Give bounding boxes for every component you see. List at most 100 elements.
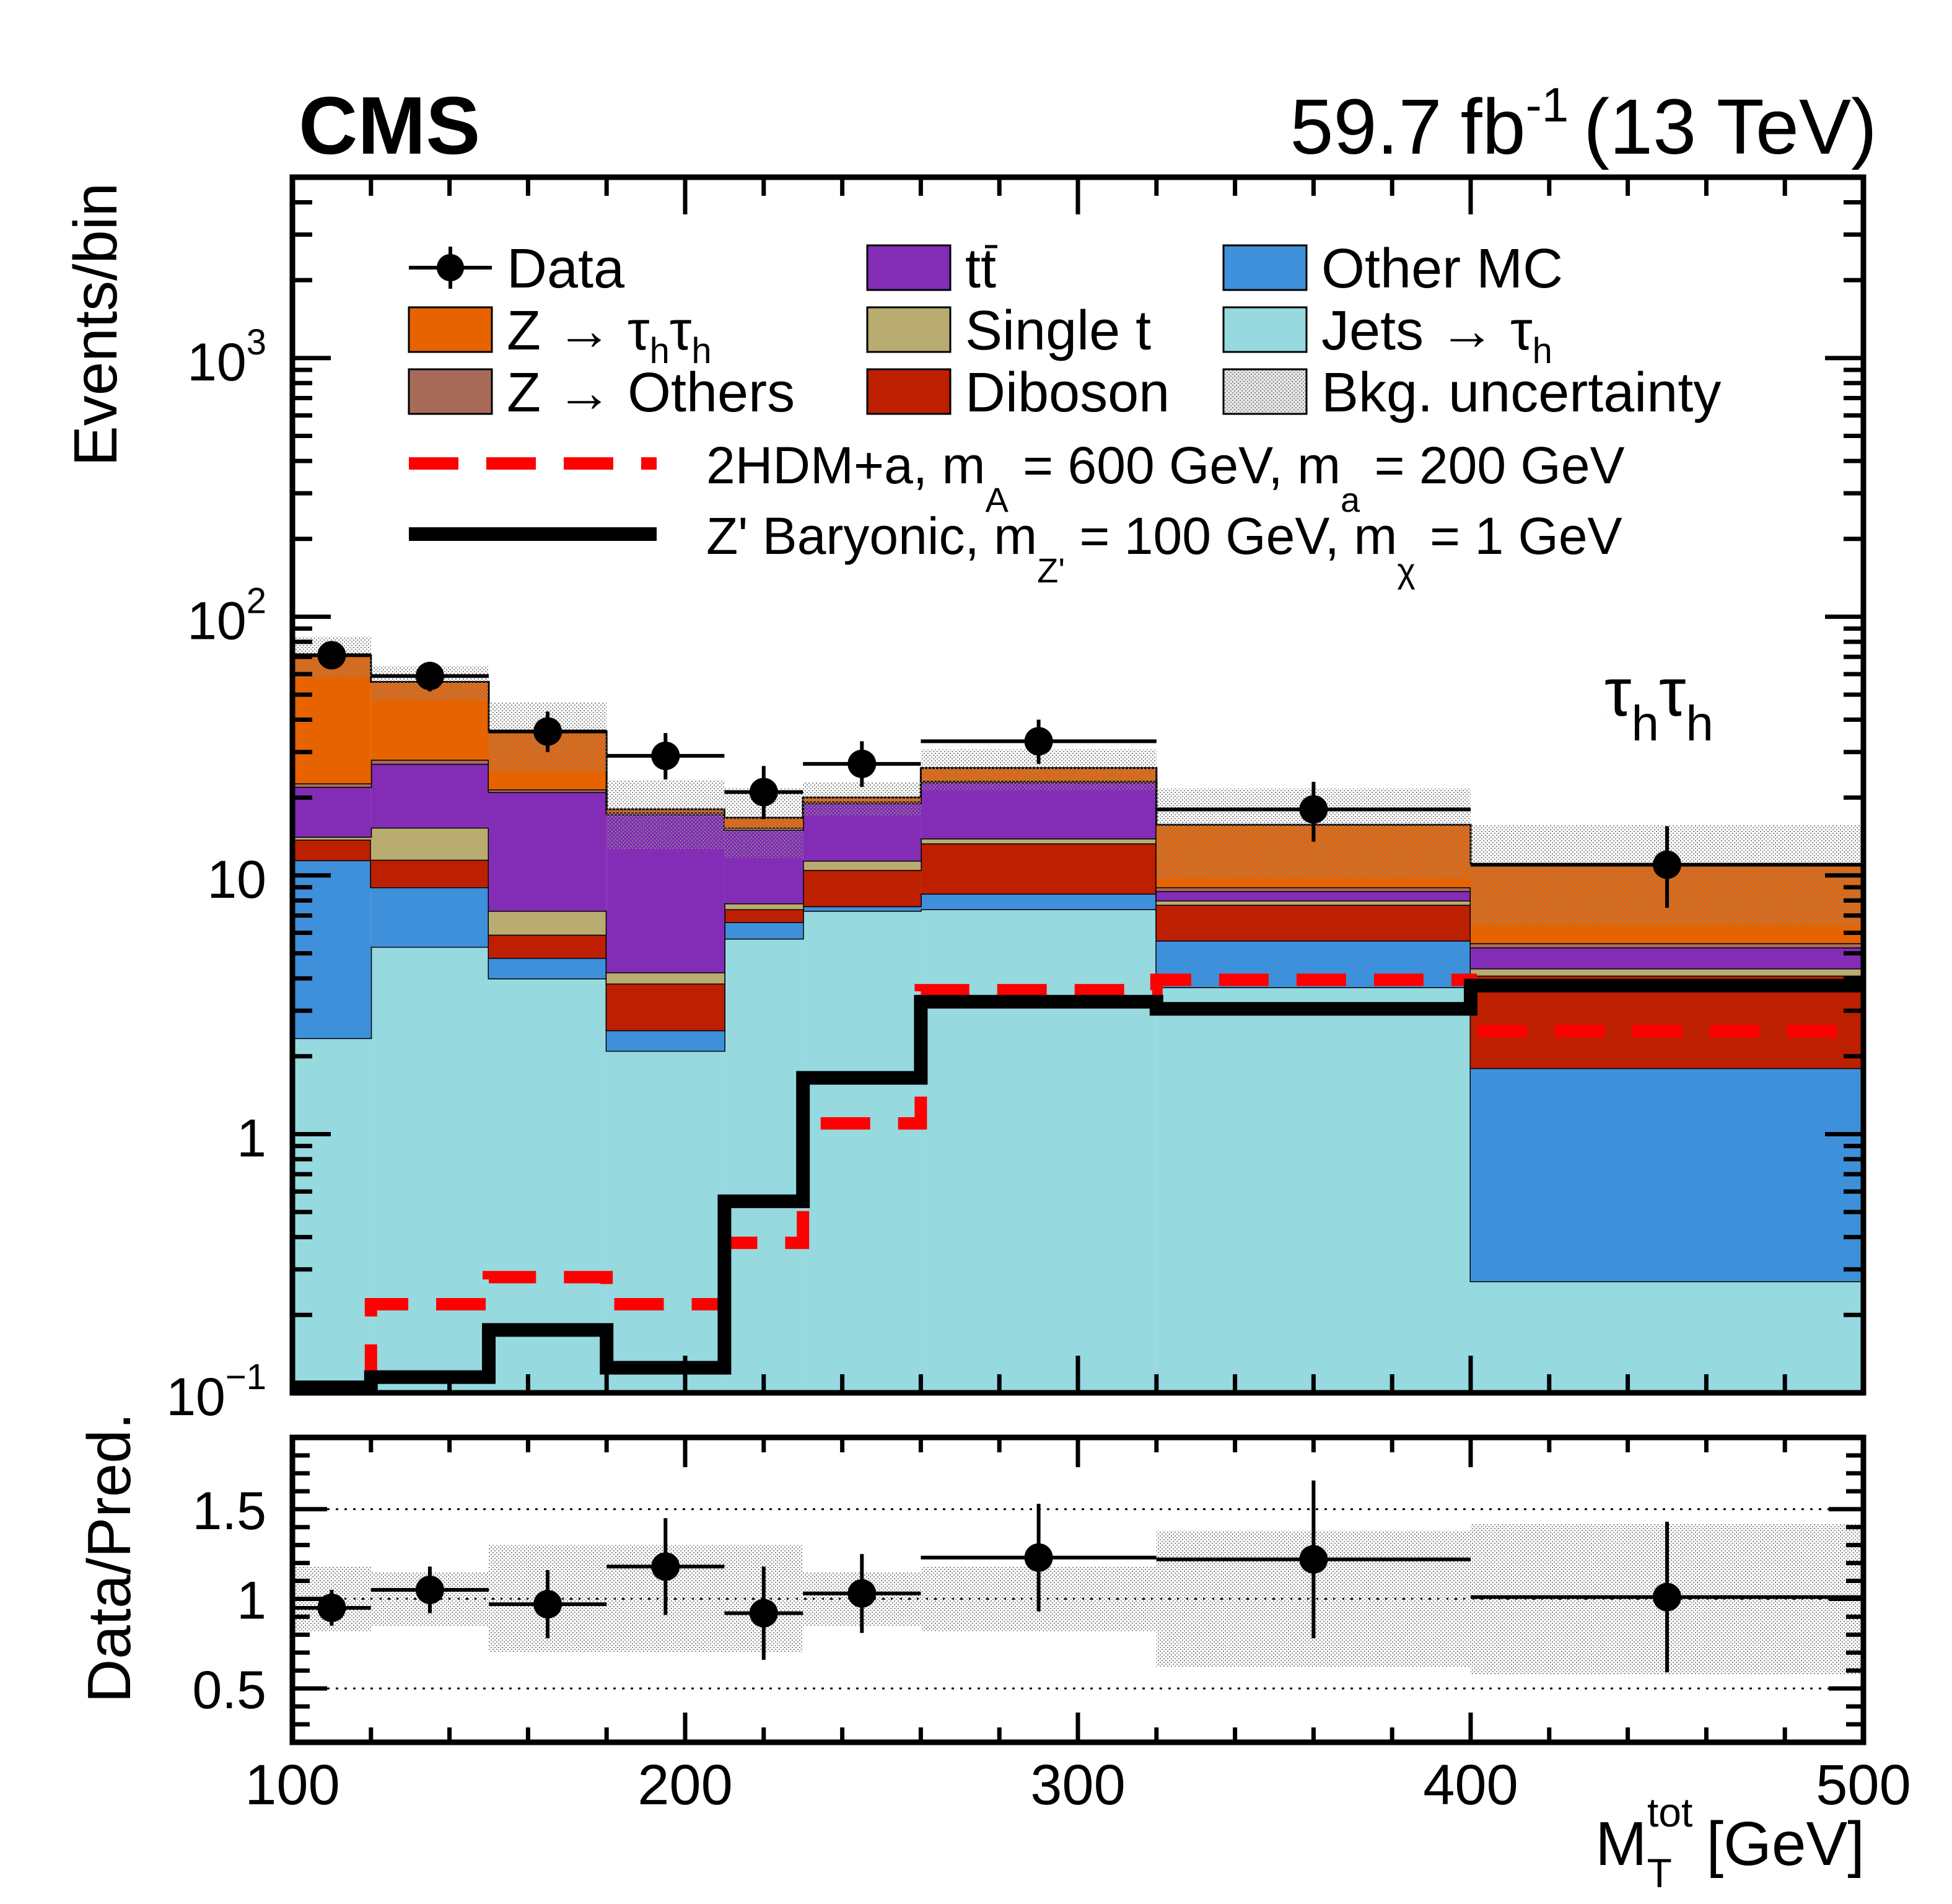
stack-bar-5-bin-8: [1471, 943, 1863, 948]
x-axis-title-unit: [GeV]: [1706, 1809, 1865, 1879]
legend-signal-part: = 600 GeV, m: [1009, 436, 1341, 494]
legend-signal-part: = 100 GeV, m: [1065, 507, 1397, 565]
legend-swatch-1: [866, 244, 952, 291]
legend-swatch-6: [408, 368, 493, 415]
stack-bar-1-bin-5: [803, 906, 921, 911]
legend-signal-part: A: [985, 480, 1009, 519]
stack-bar-1-bin-6: [921, 893, 1157, 910]
ratio-y-tick-label-1: 1: [237, 1571, 266, 1630]
legend-label-text: Diboson: [965, 362, 1170, 424]
stack-bar-1-bin-1: [370, 887, 489, 947]
lumi-value: 59.7: [1290, 83, 1442, 170]
stack-bar-4-bin-2: [489, 792, 607, 911]
stack-bar-3-bin-5: [803, 861, 921, 871]
data-point-5: [847, 749, 877, 778]
legend-tau: τ: [1510, 300, 1533, 362]
stack-bar-0-bin-4: [724, 938, 803, 1393]
legend-swatch-2: [1222, 244, 1308, 291]
stack-bar-1-bin-4: [724, 922, 803, 939]
legend-signal-label-1: Z' Baryonic, mZ' = 100 GeV, mχ = 1 GeV: [706, 507, 1622, 590]
y-tick-base: 10: [187, 591, 247, 651]
legend-signal-part: = 1 GeV: [1416, 507, 1622, 565]
y-tick-label-4: 103: [187, 322, 266, 392]
y-tick-label-3: 102: [187, 581, 266, 651]
legend-label-0: Data: [507, 238, 625, 300]
ratio-point-7: [1299, 1545, 1328, 1574]
x-tick-label-3: 400: [1423, 1753, 1518, 1817]
legend-label-text: Z → Others: [507, 362, 795, 424]
stack-bar-2-bin-6: [921, 843, 1157, 894]
stack-bar-2-bin-1: [370, 859, 489, 888]
y-axis-title: Events/bin: [61, 183, 129, 467]
y-tick-base: 10: [187, 333, 247, 392]
x-tick-label-2: 300: [1030, 1753, 1126, 1817]
legend-label-text: Data: [507, 238, 625, 300]
x-axis-title-sub: T: [1647, 1850, 1672, 1896]
x-tick-label-4: 500: [1816, 1753, 1911, 1817]
legend-signal-part: a: [1341, 480, 1360, 519]
signal-line-1: [292, 978, 1863, 1393]
ratio-point-5: [847, 1579, 877, 1608]
stack-bar-2-bin-5: [803, 870, 921, 906]
legend-label-text: Jets →: [1321, 300, 1510, 362]
ratio-frame: [289, 1434, 1867, 1745]
unc-band-bin-5: [803, 781, 921, 816]
ratio-point-3: [651, 1552, 680, 1581]
legend-signal-part: χ: [1397, 551, 1415, 590]
stack-bar-3-bin-2: [489, 910, 607, 935]
legend: Data tt Other MCZ → τhτh Single t Jets → τhZ…: [408, 238, 1721, 590]
stack-bar-3-bin-1: [370, 827, 489, 860]
legend-signal-part: Z' Baryonic, m: [706, 507, 1037, 565]
stack-bar-0-bin-0: [292, 1038, 371, 1393]
legend-tau-sub: h: [691, 331, 711, 371]
legend-tau-sub: h: [650, 331, 670, 371]
ratio-point-4: [749, 1599, 778, 1628]
legend-marker-dot: [437, 254, 464, 281]
data-point-7: [1299, 795, 1328, 824]
x-axis-title-main: M: [1595, 1809, 1647, 1879]
legend-signal-label-0: 2HDM+a, mA = 600 GeV, ma = 200 GeV: [706, 436, 1625, 519]
ratio-y-tick-label-2: 1.5: [192, 1481, 266, 1541]
channel-label-text: τhτh: [1604, 715, 1606, 716]
y-tick-label-0: 10−1: [166, 1357, 266, 1427]
legend-tau: τ: [628, 300, 650, 362]
stack-bar-4-bin-7: [1156, 891, 1471, 901]
channel-label: τhτh: [1604, 654, 1713, 751]
stack-bar-1-bin-3: [606, 1030, 725, 1051]
stack-bar-1-bin-0: [292, 860, 371, 1038]
energy-label: (13 TeV): [1583, 83, 1877, 170]
signal-line-0: [292, 973, 1863, 1393]
legend-label-3: Z → τhτh: [507, 300, 712, 371]
main-frame: [289, 174, 1867, 1396]
stack-bar-0-bin-1: [370, 947, 489, 1393]
stack-bar-3-bin-3: [606, 972, 725, 984]
y-tick-label-1: 1: [237, 1108, 266, 1168]
legend-label-text: Other MC: [1321, 238, 1563, 300]
legend-label-8: Bkg. uncertainty: [1321, 362, 1721, 424]
stack-bar-1-bin-2: [489, 958, 607, 979]
legend-swatch-8: [1222, 368, 1308, 415]
data-points: [292, 641, 1863, 908]
stack-bar-3-bin-0: [292, 836, 371, 840]
lumi-exponent: -1: [1526, 77, 1569, 132]
legend-label-1: tt: [965, 238, 996, 300]
x-axis-title-full: M_T^tot [GeV]: [1858, 1858, 1863, 1859]
ratio-y-axis-title: Data/Pred.: [75, 1413, 143, 1703]
stack-bar-2-bin-3: [606, 983, 725, 1030]
ratio-point-1: [415, 1576, 444, 1604]
stack-bar-0-bin-8: [1471, 1281, 1863, 1393]
legend-tau: τ: [670, 300, 692, 362]
data-point-8: [1653, 850, 1681, 879]
stack-outline-3: [292, 827, 1863, 973]
data-point-4: [749, 778, 778, 807]
ratio-panel-content: [292, 1480, 1863, 1690]
stack-bar-5-bin-2: [489, 789, 607, 792]
stack-bar-2-bin-7: [1156, 905, 1471, 941]
legend-signal-part: 2HDM+a, m: [706, 436, 985, 494]
legend-swatch-5: [1222, 306, 1308, 353]
stack-bar-3-bin-4: [724, 903, 803, 910]
legend-label-text: Z →: [507, 300, 628, 362]
x-axis-title-sup: tot: [1647, 1789, 1692, 1835]
stack-bar-0-bin-3: [606, 1050, 725, 1393]
stack-bar-4-bin-1: [370, 763, 489, 828]
